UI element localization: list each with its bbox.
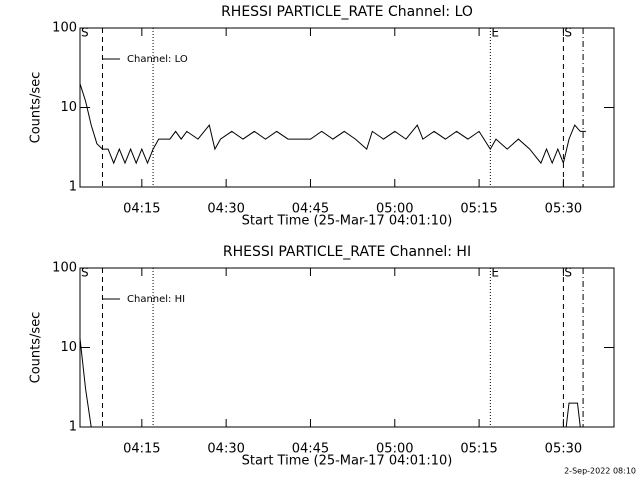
- y-axis-label: Counts/sec: [29, 72, 44, 144]
- x-tick-label: 05:15: [460, 442, 497, 457]
- x-tick-label: 04:15: [123, 442, 160, 457]
- x-axis-label: Start Time (25-Mar-17 04:01:10): [242, 214, 453, 229]
- y-tick-label: 1: [69, 420, 77, 435]
- legend-label: Channel: LO: [127, 54, 188, 65]
- annotation: S: [81, 26, 89, 40]
- x-tick-label: 05:15: [460, 202, 497, 217]
- y-tick-label: 1: [69, 180, 77, 195]
- y-tick-label: 10: [60, 340, 77, 355]
- data-line: [80, 338, 581, 427]
- y-tick-label: 10: [60, 100, 77, 115]
- footer: 2-Sep-2022 08:10: [564, 467, 636, 476]
- annotation: S: [564, 26, 572, 40]
- chart-title: RHESSI PARTICLE_RATE Channel: HI: [223, 244, 471, 260]
- x-tick-label: 05:30: [545, 442, 582, 457]
- legend-label: Channel: HI: [127, 294, 185, 305]
- x-tick-label: 05:30: [545, 202, 582, 217]
- x-tick-label: 05:00: [376, 202, 413, 217]
- x-axis-label: Start Time (25-Mar-17 04:01:10): [242, 454, 453, 469]
- chart-title: RHESSI PARTICLE_RATE Channel: LO: [221, 4, 473, 20]
- x-tick-label: 04:15: [123, 202, 160, 217]
- y-tick-label: 100: [52, 261, 77, 276]
- x-tick-label: 05:00: [376, 442, 413, 457]
- annotation: E: [491, 266, 499, 280]
- x-tick-label: 04:30: [207, 202, 244, 217]
- x-tick-label: 04:45: [292, 442, 329, 457]
- y-axis-label: Counts/sec: [29, 312, 44, 384]
- x-tick-label: 04:30: [207, 442, 244, 457]
- annotation: E: [491, 26, 499, 40]
- y-tick-label: 100: [52, 21, 77, 36]
- data-line: [80, 83, 586, 165]
- annotation: S: [564, 266, 572, 280]
- x-tick-label: 04:45: [292, 202, 329, 217]
- annotation: S: [81, 266, 89, 280]
